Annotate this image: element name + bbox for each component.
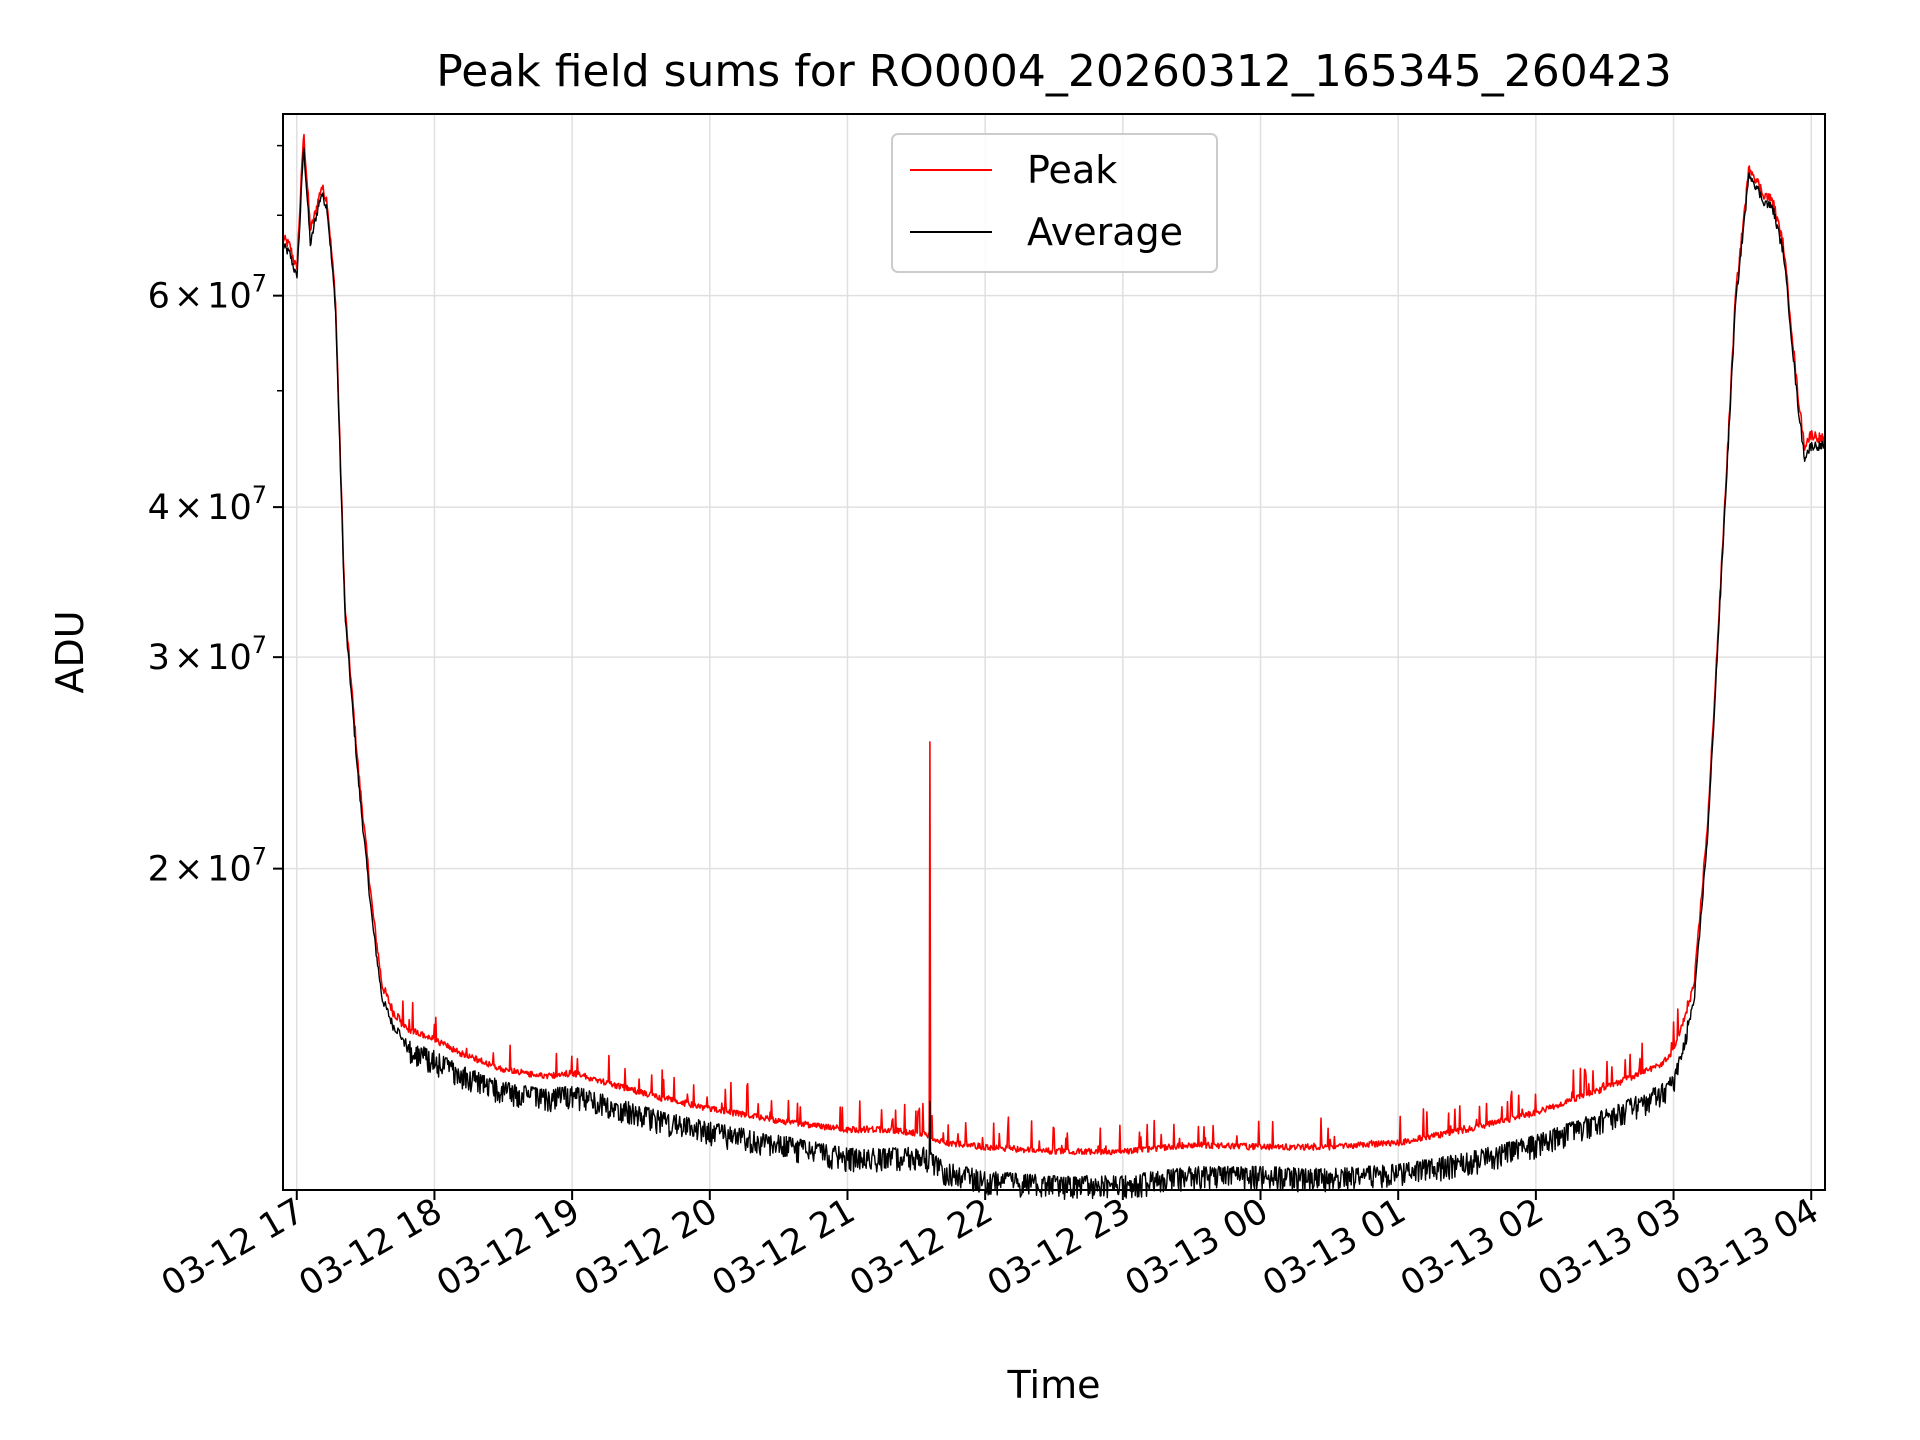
y-tick-label-mantissa: 4 bbox=[148, 488, 170, 528]
y-tick-label-exp: 7 bbox=[252, 270, 267, 298]
y-tick-label-exp: 7 bbox=[252, 481, 267, 509]
y-tick-label-times: × bbox=[174, 277, 203, 317]
y-tick-label-base: 10 bbox=[207, 488, 252, 528]
chart-title: Peak field sums for RO0004_20260312_1653… bbox=[436, 46, 1672, 97]
average-series-line bbox=[282, 147, 1826, 1201]
y-tick-label-times: × bbox=[174, 638, 203, 678]
plot-frame bbox=[282, 113, 1826, 1191]
y-tick-label-times: × bbox=[174, 850, 203, 890]
legend: Peak Average bbox=[891, 133, 1218, 273]
y-tick-label-base: 10 bbox=[207, 850, 252, 890]
series-layer bbox=[282, 133, 1826, 1201]
y-tick-label-mantissa: 6 bbox=[148, 277, 170, 317]
y-tick-label: 2 × 107 bbox=[148, 843, 267, 890]
y-axis-label: ADU bbox=[48, 610, 92, 693]
legend-peak-label: Peak bbox=[1027, 148, 1117, 192]
y-tick-label-times: × bbox=[174, 488, 203, 528]
y-tick-label-base: 10 bbox=[207, 638, 252, 678]
y-tick-label-exp: 7 bbox=[252, 631, 267, 659]
x-axis-label: Time bbox=[1007, 1363, 1101, 1407]
y-tick-label-mantissa: 2 bbox=[148, 850, 170, 890]
y-tick-label-mantissa: 3 bbox=[148, 638, 170, 678]
y-tick-label: 4 × 107 bbox=[148, 481, 267, 528]
legend-average-label: Average bbox=[1027, 210, 1183, 254]
y-tick-label-base: 10 bbox=[207, 277, 252, 317]
y-tick-label: 6 × 107 bbox=[148, 270, 267, 317]
y-tick-label: 3 × 107 bbox=[148, 631, 267, 678]
grid bbox=[283, 114, 1825, 1190]
peak-series-line bbox=[282, 133, 1826, 1156]
y-tick-label-exp: 7 bbox=[252, 843, 267, 871]
legend-box bbox=[891, 133, 1218, 273]
